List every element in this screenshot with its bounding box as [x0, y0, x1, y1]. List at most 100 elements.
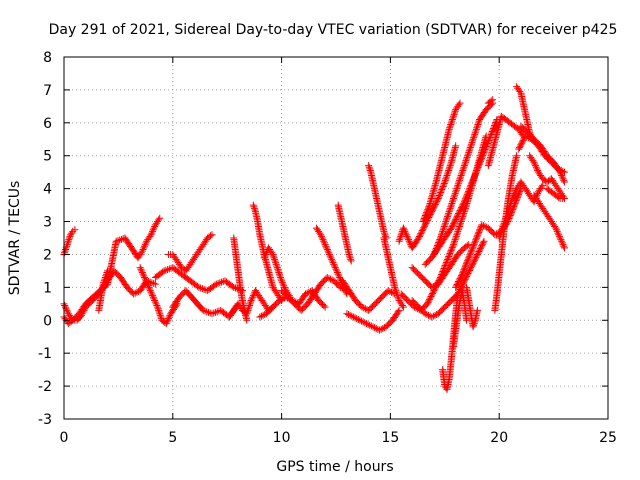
data-point-interp [473, 233, 481, 241]
data-point-interp [475, 117, 483, 125]
data-point [71, 226, 79, 234]
data-point-interp [278, 278, 286, 286]
data-point-interp [429, 312, 437, 320]
data-point-interp [439, 226, 447, 234]
data-point-interp [143, 280, 151, 288]
data-point-interp [472, 168, 480, 176]
data-point-interp [331, 262, 339, 270]
data-point [473, 165, 481, 173]
data-point [454, 211, 462, 219]
data-point [149, 293, 157, 301]
data-point [243, 316, 251, 324]
data-point-interp [138, 269, 146, 277]
data-point-interp [498, 224, 506, 232]
data-point-interp [319, 236, 327, 244]
data-point-interp [248, 295, 256, 303]
data-point-interp [508, 196, 516, 204]
data-point-interp [279, 280, 287, 288]
series-sat-ao [543, 185, 568, 203]
data-point-interp [131, 289, 139, 297]
data-point [443, 257, 451, 265]
data-point-interp [431, 311, 439, 319]
data-point-interp [483, 141, 491, 149]
data-point [145, 283, 153, 291]
data-point-interp [481, 147, 489, 155]
data-point [230, 283, 238, 291]
series-sat-t [365, 162, 390, 242]
data-point-interp [497, 227, 505, 235]
data-point-interp [476, 245, 484, 253]
data-point-interp [364, 320, 372, 328]
data-point-interp [474, 231, 482, 239]
data-point-interp [402, 231, 410, 239]
data-point-interp [469, 259, 477, 267]
data-point-interp [484, 139, 492, 147]
data-point-interp [475, 228, 483, 236]
data-point-interp [151, 298, 159, 306]
data-point-interp [467, 249, 475, 257]
data-point [256, 313, 264, 321]
x-tick-label: 20 [490, 430, 508, 446]
data-point-interp [143, 278, 151, 286]
data-point-interp [201, 307, 209, 315]
data-point-interp [442, 216, 450, 224]
data-point-interp [139, 270, 147, 278]
data-point-interp [470, 321, 478, 329]
data-point-interp [448, 223, 456, 231]
data-point-interp [470, 320, 478, 328]
data-point-interp [435, 192, 443, 200]
data-point-interp [402, 229, 410, 237]
data-point-interp [418, 227, 426, 235]
data-point [151, 280, 159, 288]
data-point-interp [465, 268, 473, 276]
data-point-interp [454, 226, 462, 234]
x-tick-label: 5 [168, 430, 177, 446]
data-point-interp [156, 310, 164, 318]
data-point-interp [451, 237, 459, 245]
data-point-interp [455, 210, 463, 218]
data-point-interp [445, 209, 453, 217]
data-points [60, 83, 568, 393]
data-point-interp [274, 265, 282, 273]
data-point [395, 237, 403, 245]
data-point [147, 231, 155, 239]
data-point-interp [468, 178, 476, 186]
data-point-interp [481, 222, 489, 230]
data-point-interp [431, 202, 439, 210]
data-point-interp [464, 257, 472, 265]
data-point [428, 283, 436, 291]
data-point [247, 297, 255, 305]
data-point-interp [401, 227, 409, 235]
data-point-interp [464, 255, 472, 263]
series-sat-al [517, 122, 568, 186]
data-point-interp [351, 314, 359, 322]
data-point-interp [371, 324, 379, 332]
data-point-interp [474, 230, 482, 238]
data-point-interp [459, 165, 467, 173]
data-point-interp [461, 263, 469, 271]
data-point [463, 155, 471, 163]
data-point [467, 181, 475, 189]
data-point-interp [326, 252, 334, 260]
data-point-interp [139, 246, 147, 254]
data-point-interp [468, 245, 476, 253]
data-point-interp [358, 317, 366, 325]
data-point-interp [419, 225, 427, 233]
data-point-interp [193, 282, 201, 290]
data-point-interp [445, 251, 453, 259]
data-point-interp [465, 252, 473, 260]
data-point-interp [424, 204, 432, 212]
data-point-interp [403, 232, 411, 240]
data-point [421, 310, 429, 318]
data-point-interp [155, 306, 163, 314]
y-tick-label: 5 [43, 149, 52, 165]
data-point-interp [442, 218, 450, 226]
data-point-interp [455, 276, 463, 284]
data-point-interp [438, 184, 446, 192]
data-point-interp [449, 114, 457, 122]
data-point [365, 162, 373, 170]
data-point-interp [468, 180, 476, 188]
data-point-interp [471, 130, 479, 138]
data-point [556, 234, 564, 242]
data-point-interp [513, 194, 521, 202]
